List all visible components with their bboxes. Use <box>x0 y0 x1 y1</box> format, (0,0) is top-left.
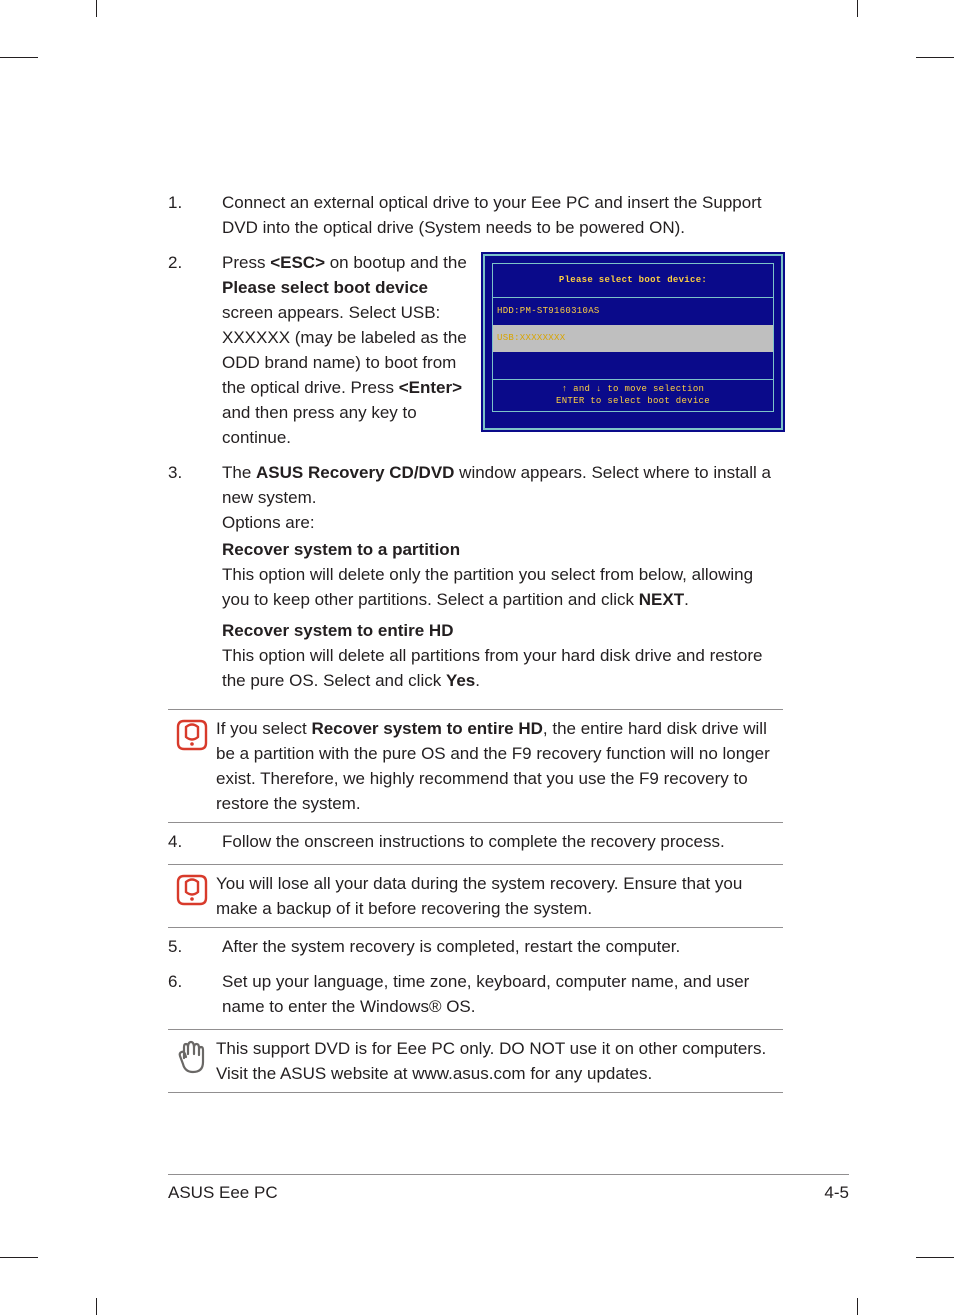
note-text: If you select Recover system to entire H… <box>216 716 783 816</box>
step-number: 6. <box>168 969 222 994</box>
page-footer: ASUS Eee PC 4-5 <box>168 1174 849 1203</box>
option-body: This option will delete all partitions f… <box>222 643 783 693</box>
note-text: This support DVD is for Eee PC only. DO … <box>216 1036 783 1086</box>
boot-device-item-selected: USB:XXXXXXXX <box>493 325 773 352</box>
step-1: 1. Connect an external optical drive to … <box>168 190 783 240</box>
boot-dialog-help: ↑ and ↓ to move selection ENTER to selec… <box>492 380 774 412</box>
crop-mark <box>857 1298 858 1315</box>
page: 1. Connect an external optical drive to … <box>0 0 954 1315</box>
footer-page-number: 4-5 <box>824 1183 849 1203</box>
option-title: Recover system to a partition <box>222 537 783 562</box>
step-3: 3. The ASUS Recovery CD/DVD window appea… <box>168 460 783 699</box>
hand-icon <box>168 1036 216 1078</box>
content-column: 1. Connect an external optical drive to … <box>168 190 783 1093</box>
step-number: 4. <box>168 829 222 854</box>
info-note: This support DVD is for Eee PC only. DO … <box>168 1029 783 1093</box>
step-body: The ASUS Recovery CD/DVD window appears.… <box>222 460 783 699</box>
warning-note: You will lose all your data during the s… <box>168 864 783 928</box>
option-recover-partition: Recover system to a partition This optio… <box>222 537 783 612</box>
key-enter: <Enter> <box>399 378 462 397</box>
step-text: Press <ESC> on bootup and the Please sel… <box>222 250 469 450</box>
options-label: Options are: <box>222 510 783 535</box>
step-6: 6. Set up your language, time zone, keyb… <box>168 969 783 1019</box>
steps-list: 1. Connect an external optical drive to … <box>168 190 783 699</box>
crop-mark <box>916 57 954 58</box>
yes-label: Yes <box>446 671 475 690</box>
option-title: Recover system to entire HD <box>222 618 783 643</box>
step-body: After the system recovery is completed, … <box>222 934 783 959</box>
step-text: Connect an external optical drive to you… <box>222 193 762 237</box>
warning-icon <box>168 871 216 907</box>
crop-mark <box>96 0 97 17</box>
option-recover-entire-hd: Recover system to entire HD This option … <box>222 618 783 693</box>
crop-mark <box>0 1257 38 1258</box>
note-text: You will lose all your data during the s… <box>216 871 783 921</box>
boot-device-item: HDD:PM-ST9160310AS <box>493 298 773 325</box>
crop-mark <box>96 1298 97 1315</box>
step-number: 1. <box>168 190 222 215</box>
steps-list-cont: 4. Follow the onscreen instructions to c… <box>168 829 783 854</box>
boot-dialog-title: Please select boot device: <box>492 263 774 298</box>
boot-device-list: HDD:PM-ST9160310AS USB:XXXXXXXX <box>492 298 774 380</box>
step-5: 5. After the system recovery is complete… <box>168 934 783 959</box>
step-number: 5. <box>168 934 222 959</box>
option-body: This option will delete only the partiti… <box>222 562 783 612</box>
boot-help-line: ↑ and ↓ to move selection <box>493 383 773 395</box>
next-label: NEXT <box>639 590 684 609</box>
step-4: 4. Follow the onscreen instructions to c… <box>168 829 783 854</box>
step-body: Connect an external optical drive to you… <box>222 190 783 240</box>
crop-mark <box>916 1257 954 1258</box>
bold-please-select-boot-device: Please select boot device <box>222 278 428 297</box>
step-body: Set up your language, time zone, keyboar… <box>222 969 783 1019</box>
step-body: Follow the onscreen instructions to comp… <box>222 829 783 854</box>
recover-entire-hd-bold: Recover system to entire HD <box>311 719 542 738</box>
warning-icon <box>168 716 216 752</box>
boot-device-dialog: Please select boot device: HDD:PM-ST9160… <box>483 254 783 430</box>
key-esc: <ESC> <box>270 253 325 272</box>
footer-left: ASUS Eee PC <box>168 1183 278 1203</box>
crop-mark <box>0 57 38 58</box>
boot-help-line: ENTER to select boot device <box>493 395 773 407</box>
step-number: 3. <box>168 460 222 485</box>
step-number: 2. <box>168 250 222 275</box>
warning-note: If you select Recover system to entire H… <box>168 709 783 823</box>
step-body: Press <ESC> on bootup and the Please sel… <box>222 250 783 450</box>
asus-recovery-title: ASUS Recovery CD/DVD <box>256 463 454 482</box>
crop-mark <box>857 0 858 17</box>
step-2: 2. Press <ESC> on bootup and the Please … <box>168 250 783 450</box>
steps-list-cont2: 5. After the system recovery is complete… <box>168 934 783 1019</box>
